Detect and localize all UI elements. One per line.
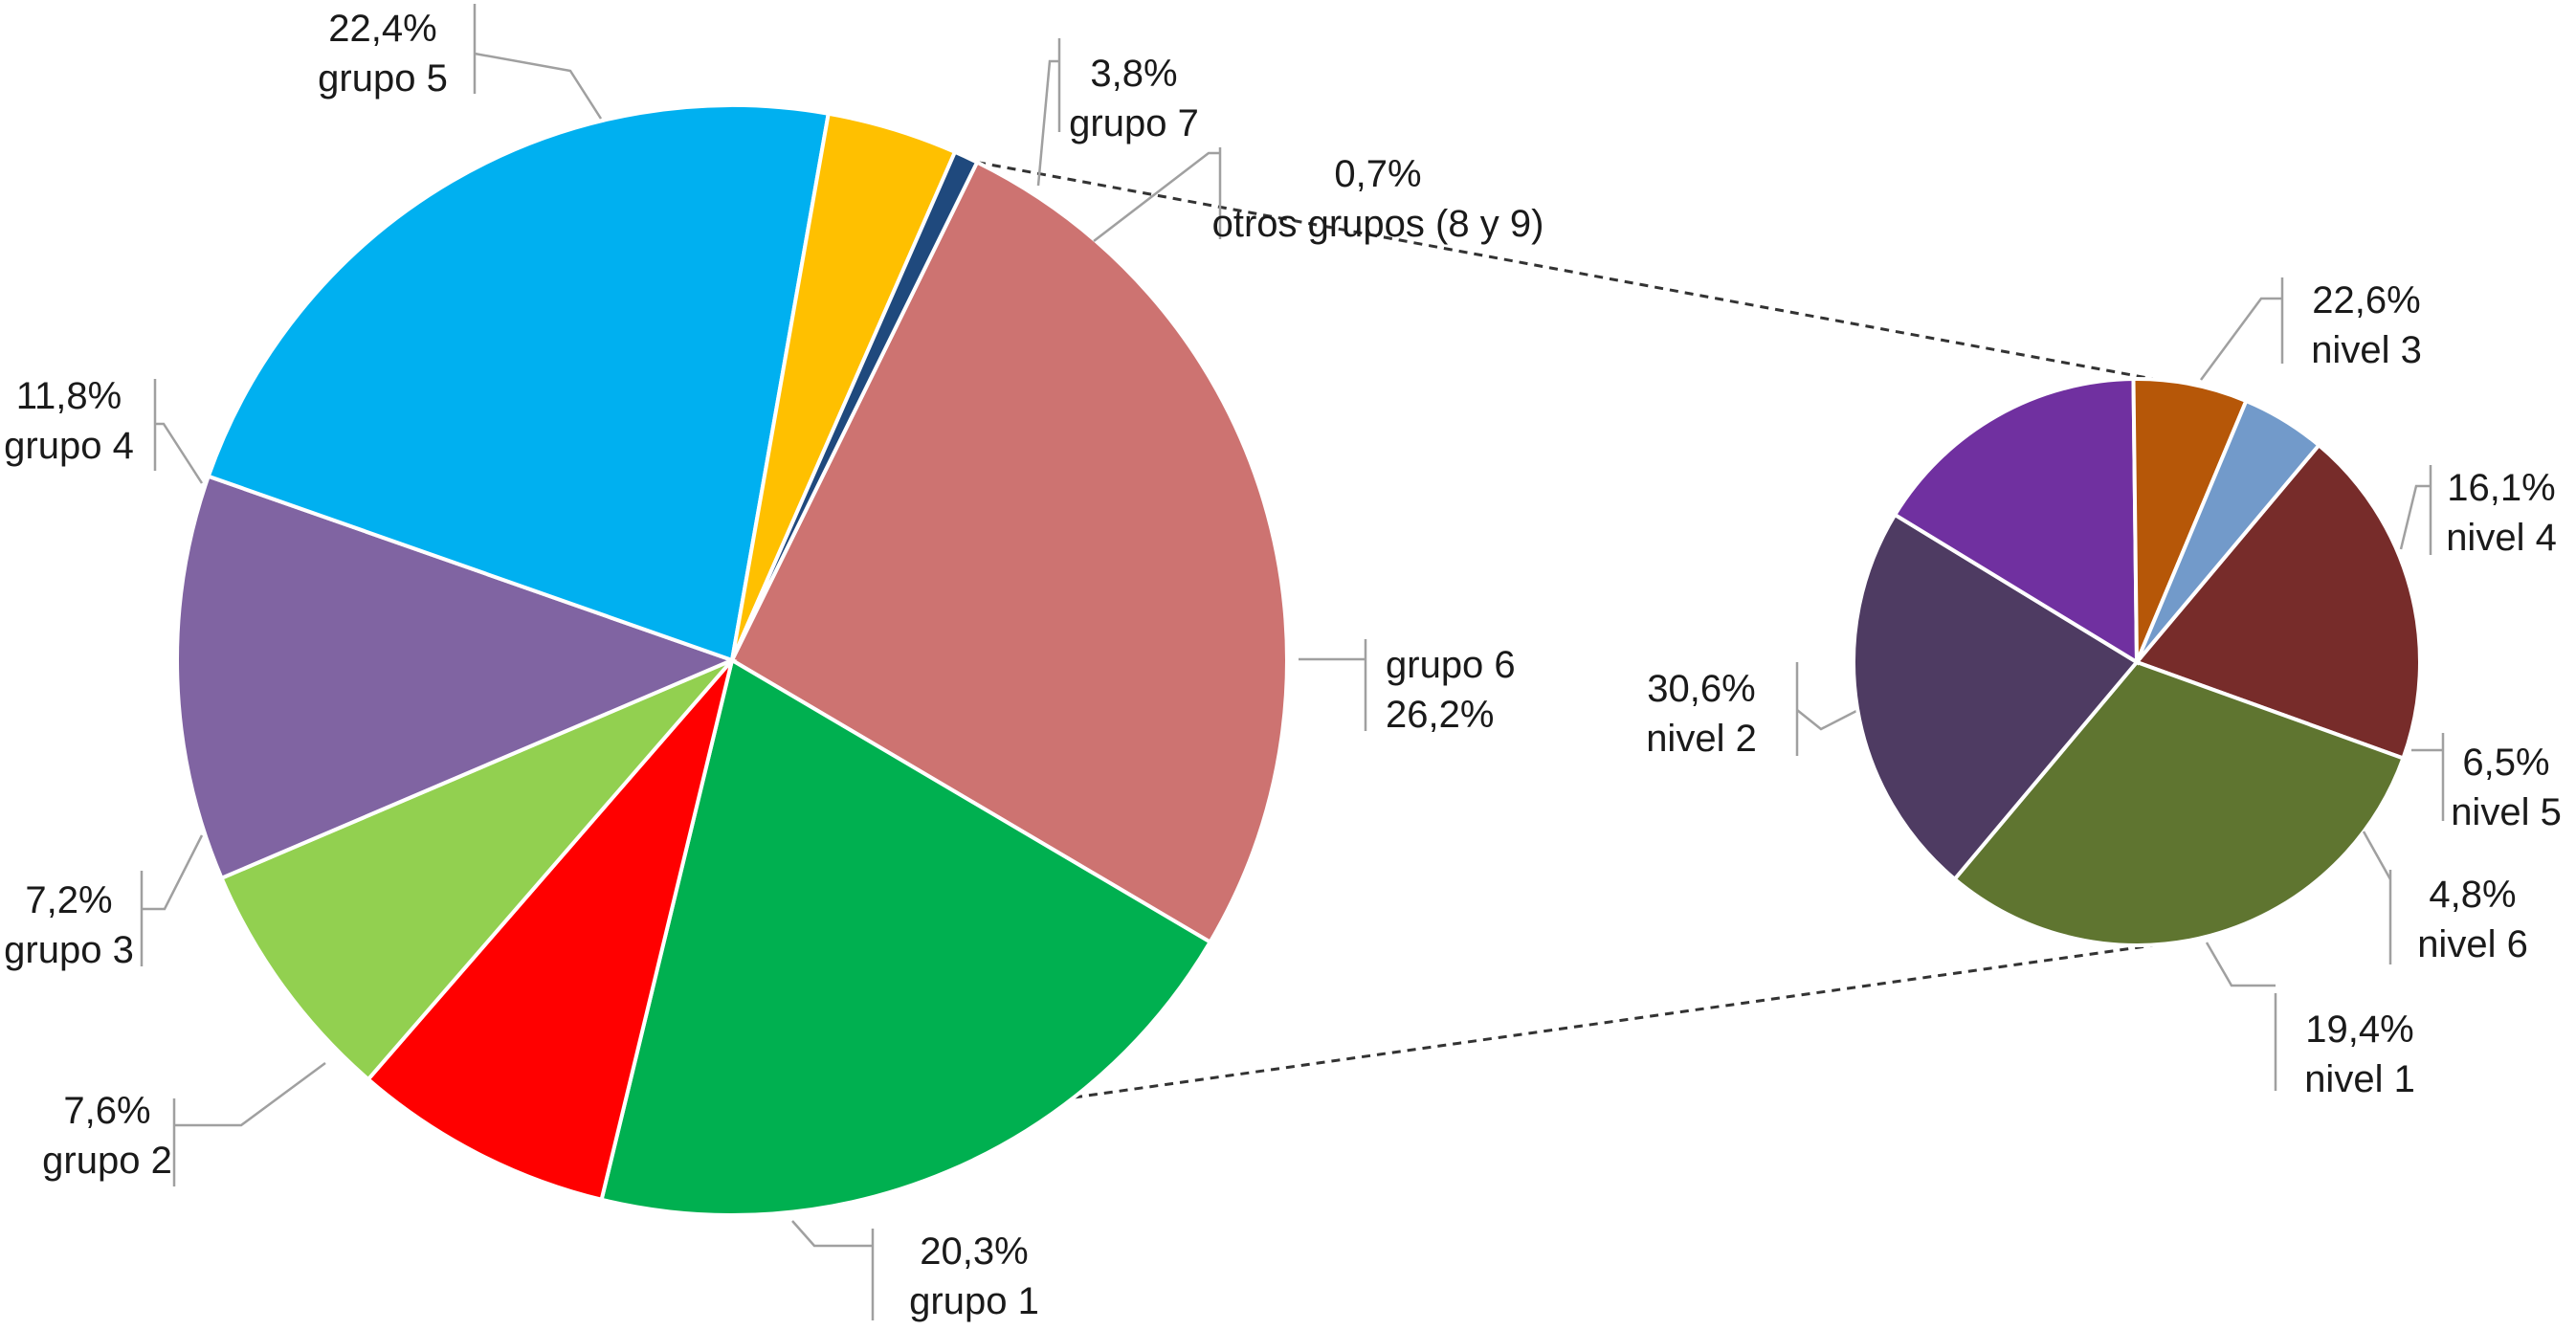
slice-name-label: nivel 3 [2311,329,2422,371]
slice-name-label: nivel 2 [1646,718,1757,760]
main-pie: grupo 6 26,2% 20,3% grupo 1 7,6% grupo 2 7,2% g… [4,4,1543,1322]
leader-line [2362,831,2392,880]
leader-line [174,1061,326,1127]
main-slice-otros-grupos-8-y-9 [730,149,980,661]
connector-line-bottom [1073,943,2154,1099]
breakdown-label-nivel-5: 6,5% nivel 5 [2411,733,2562,833]
slice-name-label: grupo 7 [1069,102,1199,144]
breakdown-connectors [976,161,2154,1099]
slice-name-label: grupo 2 [42,1140,172,1182]
slice-value-label: 0,7% [1334,153,1421,195]
leader-line [791,1220,873,1248]
slice-value-label: 4,8% [2429,874,2516,916]
slice-value-label: 11,8% [16,375,122,417]
slice-name-label: otros grupos (8 y 9) [1212,203,1544,245]
main-label-grupo-7: 3,8% grupo 7 [1036,38,1199,187]
slice-value-label: 30,6% [1647,668,1755,710]
main-label-grupo-1: 20,3% grupo 1 [791,1220,1039,1322]
slice-value-label: 7,6% [63,1090,150,1132]
main-label-grupo-4: 11,8% grupo 4 [4,375,204,484]
slice-name-label: nivel 1 [2304,1058,2415,1100]
breakdown-label-nivel-1: 19,4% nivel 1 [2205,942,2415,1100]
leader-line [1036,59,1059,187]
main-slice-grupo-3 [218,658,734,1082]
leader-line [2399,484,2431,550]
slice-value-label: 20,3% [920,1230,1028,1273]
slice-name-label: grupo 3 [4,929,134,971]
slice-value-label: 22,4% [328,8,436,50]
breakdown-slice-nivel-5 [2131,377,2249,663]
main-slice-grupo-4 [175,474,738,881]
breakdown-pie: 19,4% nivel 1 30,6% nivel 2 22,6% nivel 3 16,1… [1646,277,2562,1100]
slice-value-label: 22,6% [2312,279,2420,321]
leader-line [142,834,204,911]
slice-value-label: 7,2% [25,879,112,921]
slice-value-label: 3,8% [1090,53,1177,95]
main-slice-grupo-5 [206,103,832,663]
breakdown-slice-nivel-4 [1892,376,2140,666]
main-slice-grupo-6 [729,159,1289,945]
slice-value-label: 26,2% [1386,694,1494,736]
breakdown-label-nivel-4: 16,1% nivel 4 [2399,465,2557,559]
main-slice-grupo-2 [365,658,734,1203]
leader-line [2205,942,2276,987]
slice-value-label: 19,4% [2305,1009,2413,1051]
main-slice-grupo-1 [599,656,1213,1217]
slice-name-label: nivel 6 [2417,923,2528,965]
leader-line [1093,151,1220,242]
leader-line [1796,708,1859,731]
main-label-grupo-6: grupo 6 26,2% [1299,639,1516,736]
breakdown-label-nivel-6: 4,8% nivel 6 [2362,831,2528,965]
leader-line [2199,297,2282,381]
main-label-grupo-3: 7,2% grupo 3 [4,834,204,971]
slice-name-label: grupo 1 [909,1280,1039,1322]
leader-line [155,422,204,484]
slice-value-label: 16,1% [2447,467,2555,509]
breakdown-slice-nivel-2 [1951,659,2406,947]
main-label-grupo-2: 7,6% grupo 2 [42,1061,326,1186]
main-label-otros-grupos-8-y-9: 0,7% otros grupos (8 y 9) [1093,147,1544,245]
breakdown-label-nivel-2: 30,6% nivel 2 [1646,662,1859,760]
breakdown-label-nivel-3: 22,6% nivel 3 [2199,277,2422,381]
slice-name-label: nivel 5 [2451,791,2562,833]
slice-name-label: nivel 4 [2446,517,2557,559]
breakdown-slice-nivel-1 [2133,442,2422,762]
breakdown-slice-nivel-6 [2135,398,2322,664]
slice-name-label: grupo 6 [1386,644,1516,686]
breakdown-slice-nivel-3 [1852,512,2141,882]
main-label-grupo-5: 22,4% grupo 5 [318,4,603,120]
leader-line [474,52,603,120]
slice-name-label: grupo 5 [318,57,448,100]
connector-line-top [976,161,2154,381]
slice-value-label: 6,5% [2462,742,2549,784]
slice-name-label: grupo 4 [4,425,134,467]
